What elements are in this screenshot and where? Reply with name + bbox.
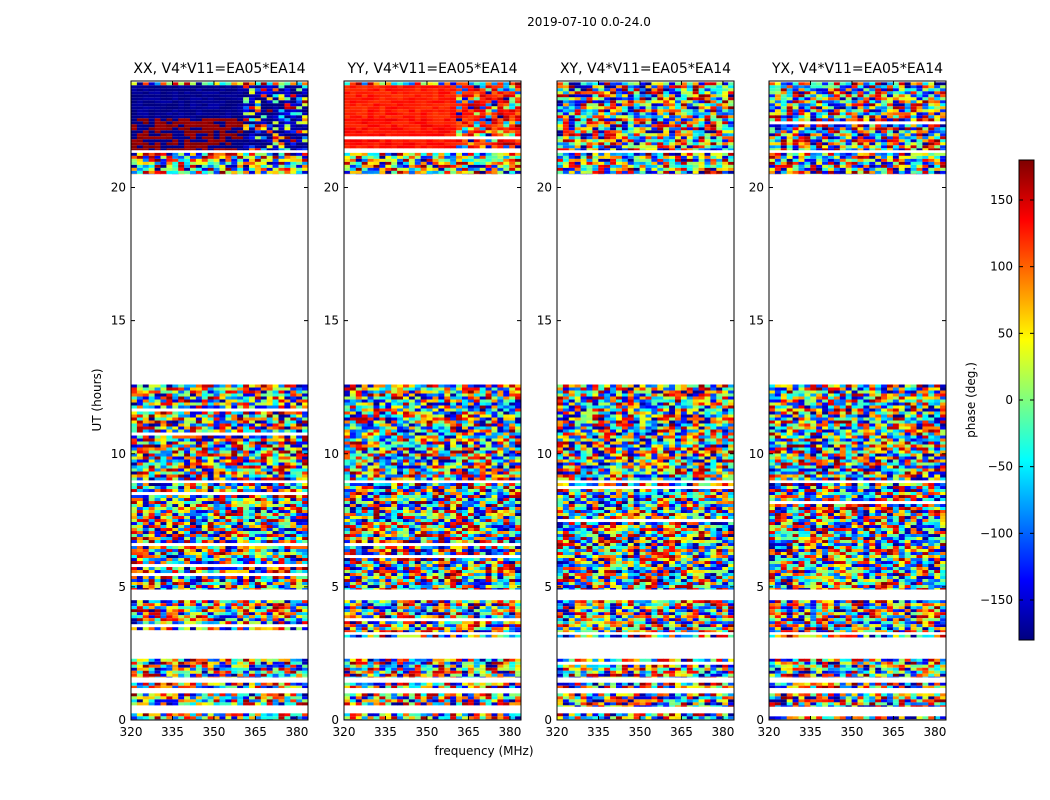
x-axis-label: frequency (MHz)	[434, 744, 533, 758]
x-tick-label: 350	[629, 725, 652, 739]
y-tick-label: 5	[756, 580, 764, 594]
x-tick-label: 365	[457, 725, 480, 739]
colorbar-label: phase (deg.)	[964, 362, 978, 438]
y-tick-label: 20	[537, 181, 552, 195]
y-tick-label: 0	[331, 713, 339, 727]
y-tick-label: 20	[749, 181, 764, 195]
x-tick-label: 365	[882, 725, 905, 739]
y-tick-label: 15	[324, 314, 339, 328]
y-tick-label: 20	[324, 181, 339, 195]
y-tick-label: 5	[544, 580, 552, 594]
phase-heatmap-cells	[344, 82, 522, 720]
x-tick-label: 380	[923, 725, 946, 739]
panel-4: YX, V4*V11=EA05*EA14 320 335 350 365 380 0 5 10 1…	[749, 61, 947, 739]
x-tick-label: 335	[799, 725, 822, 739]
y-tick-label: 10	[537, 447, 552, 461]
panel-frame	[768, 80, 947, 721]
figure-suptitle: 2019-07-10 0.0-24.0	[527, 15, 651, 29]
y-tick-label: 15	[537, 314, 552, 328]
colorbar-tick-label: 0	[1005, 393, 1013, 407]
panel-frame	[130, 80, 309, 721]
colorbar: −150 −100 −50 0 50 100 150 phase (deg.)	[964, 159, 1035, 641]
x-tick-label: 320	[758, 725, 781, 739]
panel-frame	[343, 80, 522, 721]
phase-heatmap-cells	[557, 82, 735, 720]
phase-heatmap-cells	[769, 82, 947, 720]
panel-frame	[556, 80, 735, 721]
x-tick-label: 380	[498, 725, 521, 739]
y-tick-label: 0	[544, 713, 552, 727]
y-tick-label: 5	[118, 580, 126, 594]
panel-2: YY, V4*V11=EA05*EA14 320 335 350 365 380 0 5 10 1…	[324, 61, 522, 739]
x-tick-label: 350	[841, 725, 864, 739]
panel-1: XX, V4*V11=EA05*EA14 320 335 350 365 380 0 5 10 1…	[111, 61, 309, 739]
x-tick-label: 320	[333, 725, 356, 739]
y-axis-label: UT (hours)	[90, 368, 104, 431]
panel-title: XX, V4*V11=EA05*EA14	[133, 61, 305, 77]
phase-heatmap-cells	[131, 82, 309, 720]
y-tick-label: 20	[111, 181, 126, 195]
y-tick-label: 15	[111, 314, 126, 328]
y-tick-label: 15	[749, 314, 764, 328]
y-tick-label: 10	[749, 447, 764, 461]
panel-title: XY, V4*V11=EA05*EA14	[560, 61, 731, 77]
colorbar-tick-label: 50	[998, 326, 1013, 340]
x-tick-label: 365	[670, 725, 693, 739]
x-tick-label: 335	[374, 725, 397, 739]
colorbar-tick-label: −50	[988, 460, 1013, 474]
x-tick-label: 350	[203, 725, 226, 739]
colorbar-tick-label: −100	[980, 526, 1013, 540]
x-tick-label: 350	[416, 725, 439, 739]
panel-title: YX, V4*V11=EA05*EA14	[771, 61, 943, 77]
y-tick-label: 0	[118, 713, 126, 727]
x-tick-label: 380	[711, 725, 734, 739]
x-tick-label: 335	[161, 725, 184, 739]
x-tick-label: 335	[587, 725, 610, 739]
y-tick-label: 5	[331, 580, 339, 594]
x-tick-label: 320	[120, 725, 143, 739]
y-tick-label: 10	[324, 447, 339, 461]
colorbar-tick-label: 150	[990, 193, 1013, 207]
colorbar-tick-label: 100	[990, 260, 1013, 274]
panel-3: XY, V4*V11=EA05*EA14 320 335 350 365 380 0 5 10 1…	[537, 61, 735, 739]
colorbar-tick-label: −150	[980, 593, 1013, 607]
y-tick-label: 10	[111, 447, 126, 461]
panel-title: YY, V4*V11=EA05*EA14	[346, 61, 517, 77]
x-tick-label: 365	[244, 725, 267, 739]
x-tick-label: 380	[285, 725, 308, 739]
y-tick-label: 0	[756, 713, 764, 727]
x-tick-label: 320	[546, 725, 569, 739]
